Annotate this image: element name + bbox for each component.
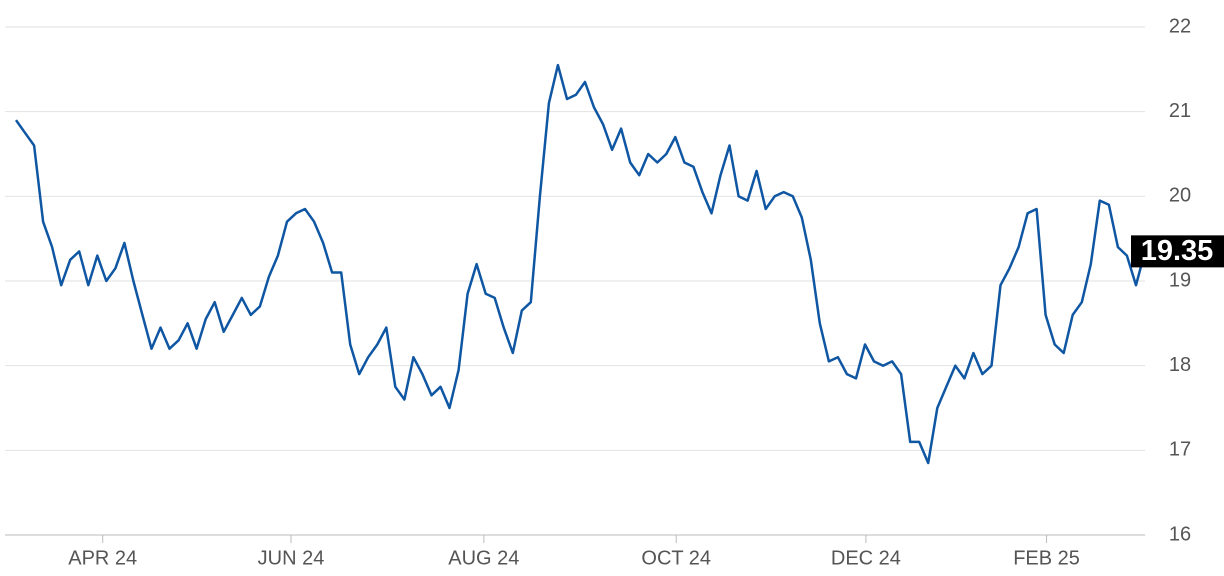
x-tick-label: FEB 25 bbox=[1013, 547, 1080, 569]
y-tick-label: 22 bbox=[1169, 15, 1191, 37]
x-tick-label: JUN 24 bbox=[258, 547, 325, 569]
last-value-label: 19.35 bbox=[1141, 235, 1214, 267]
y-tick-label: 20 bbox=[1169, 185, 1191, 207]
price-line bbox=[14, 63, 1147, 465]
y-tick-label: 19 bbox=[1169, 269, 1191, 291]
y-tick-label: 17 bbox=[1169, 439, 1191, 461]
y-tick-label: 18 bbox=[1169, 354, 1191, 376]
y-tick-label: 16 bbox=[1169, 523, 1191, 545]
x-tick-label: DEC 24 bbox=[831, 547, 901, 569]
y-tick-label: 21 bbox=[1169, 100, 1191, 122]
x-tick-label: OCT 24 bbox=[641, 547, 711, 569]
x-tick-label: APR 24 bbox=[68, 547, 137, 569]
last-value-box bbox=[1131, 235, 1224, 268]
x-tick-label: AUG 24 bbox=[448, 547, 519, 569]
